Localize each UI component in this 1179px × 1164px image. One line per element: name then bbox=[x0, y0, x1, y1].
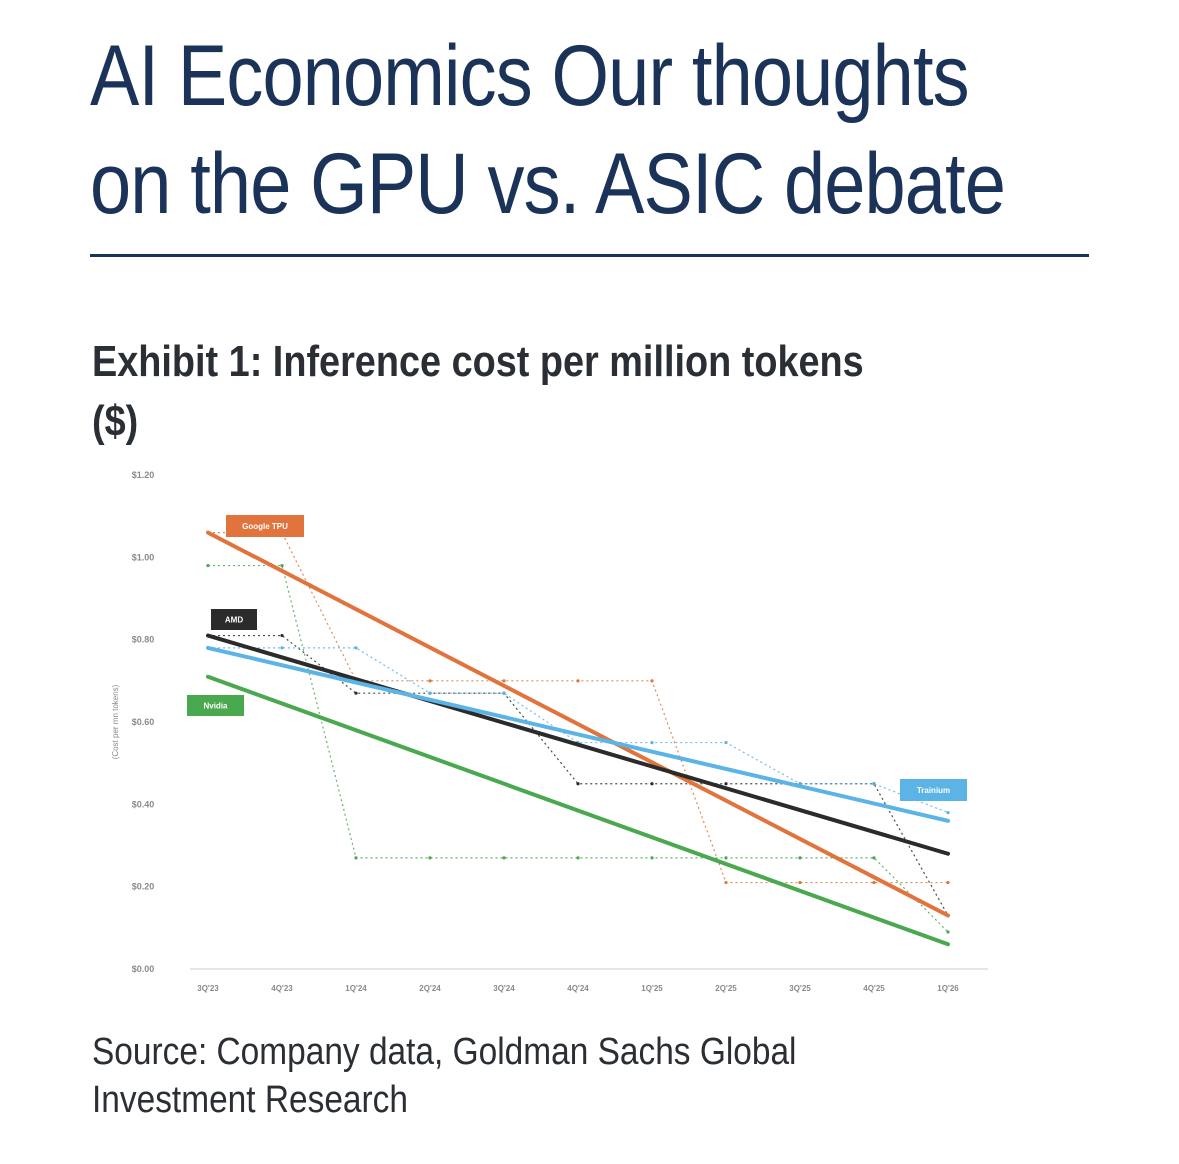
google-tpu-point bbox=[946, 880, 950, 885]
nvidia-point bbox=[280, 563, 284, 568]
trainium-point bbox=[872, 782, 876, 786]
amd-point bbox=[576, 782, 580, 786]
google-tpu-point bbox=[724, 880, 728, 885]
exhibit-heading-line-2: ($) bbox=[92, 397, 139, 446]
y-tick-label: $0.40 bbox=[132, 799, 155, 809]
x-tick-label: 3Q'24 bbox=[493, 984, 515, 993]
amd-trend-line bbox=[206, 633, 950, 856]
nvidia-point bbox=[946, 930, 950, 934]
trainium-point bbox=[428, 691, 432, 695]
nvidia-point bbox=[502, 856, 506, 860]
google-tpu-step-series bbox=[208, 532, 948, 884]
google-tpu-legend-tag bbox=[226, 515, 304, 537]
trainium-point bbox=[502, 691, 506, 695]
google-tpu-point bbox=[428, 679, 432, 683]
google-tpu-point bbox=[502, 679, 506, 683]
title-divider bbox=[90, 254, 1089, 257]
y-tick-label: $0.20 bbox=[132, 882, 155, 892]
x-tick-label: 3Q'23 bbox=[197, 984, 219, 993]
x-tick-label: 4Q'24 bbox=[567, 984, 589, 993]
google-tpu-point bbox=[872, 880, 876, 885]
nvidia-point bbox=[798, 856, 802, 860]
google-tpu-legend-label: Google TPU bbox=[242, 522, 288, 531]
nvidia-legend-label: Nvidia bbox=[203, 702, 228, 711]
nvidia-point bbox=[354, 856, 358, 860]
amd-point bbox=[724, 782, 728, 786]
amd-legend-tag bbox=[211, 609, 257, 630]
amd-point bbox=[280, 633, 284, 638]
nvidia-point bbox=[872, 856, 876, 860]
exhibit-heading-line-1: Exhibit 1: Inference cost per million to… bbox=[92, 337, 864, 386]
trainium-point bbox=[280, 646, 284, 650]
inference-cost-chart: $0.00 $0.20 $0.40 $0.60 $0.80 $1.00 $1.20 (Cost… bbox=[111, 470, 988, 993]
x-tick-label: 1Q'24 bbox=[345, 984, 367, 993]
amd-point bbox=[650, 782, 654, 786]
source-note-line-2: Investment Research bbox=[92, 1079, 408, 1121]
trainium-legend-label: Trainium bbox=[917, 786, 950, 795]
google-tpu-point bbox=[576, 679, 580, 683]
x-tick-label: 1Q'26 bbox=[937, 984, 959, 993]
trainium-point bbox=[650, 740, 654, 745]
nvidia-step-series bbox=[208, 564, 949, 933]
trainium-step-series bbox=[208, 647, 949, 814]
nvidia-point bbox=[650, 856, 654, 860]
y-tick-label: $0.00 bbox=[132, 964, 155, 974]
y-tick-label: $0.80 bbox=[132, 635, 155, 645]
page-title-line-1: AI Economics Our thoughts bbox=[90, 28, 970, 124]
x-tick-label: 4Q'25 bbox=[863, 984, 885, 993]
nvidia-point bbox=[206, 563, 210, 568]
source-note: Source: Company data, Goldman Sachs Glob… bbox=[92, 1028, 972, 1124]
amd-legend-label: AMD bbox=[225, 616, 243, 625]
nvidia-point bbox=[428, 856, 432, 860]
source-note-line-1: Source: Company data, Goldman Sachs Glob… bbox=[92, 1031, 797, 1073]
page-title-line-2: on the GPU vs. ASIC debate bbox=[90, 136, 1006, 232]
x-tick-label: 2Q'24 bbox=[419, 984, 441, 993]
x-tick-label: 3Q'25 bbox=[789, 984, 811, 993]
trainium-point bbox=[354, 646, 358, 650]
exhibit-heading: Exhibit 1: Inference cost per million to… bbox=[92, 332, 952, 452]
amd-step-series bbox=[208, 634, 949, 916]
y-tick-label: $0.60 bbox=[132, 717, 155, 727]
nvidia-legend-tag bbox=[187, 695, 244, 716]
y-tick-label: $1.00 bbox=[132, 552, 155, 562]
page-title: AI Economics Our thoughts on the GPU vs.… bbox=[90, 22, 1006, 238]
x-tick-label: 1Q'25 bbox=[641, 984, 663, 993]
nvidia-point bbox=[576, 856, 580, 860]
y-tick-label: $1.20 bbox=[132, 470, 155, 480]
trainium-point bbox=[946, 810, 950, 815]
x-tick-label: 4Q'23 bbox=[271, 984, 293, 993]
amd-point bbox=[354, 691, 358, 695]
google-tpu-trend-line bbox=[206, 530, 950, 918]
trainium-legend-tag bbox=[900, 779, 967, 801]
x-tick-label: 2Q'25 bbox=[715, 984, 737, 993]
nvidia-point bbox=[724, 856, 728, 860]
google-tpu-point bbox=[798, 880, 802, 885]
nvidia-trend-line bbox=[206, 674, 950, 947]
trainium-trend-line bbox=[206, 645, 950, 823]
google-tpu-point bbox=[650, 679, 654, 683]
y-axis-title: (Cost per mn tokens) bbox=[111, 684, 120, 759]
trainium-point bbox=[724, 740, 728, 745]
